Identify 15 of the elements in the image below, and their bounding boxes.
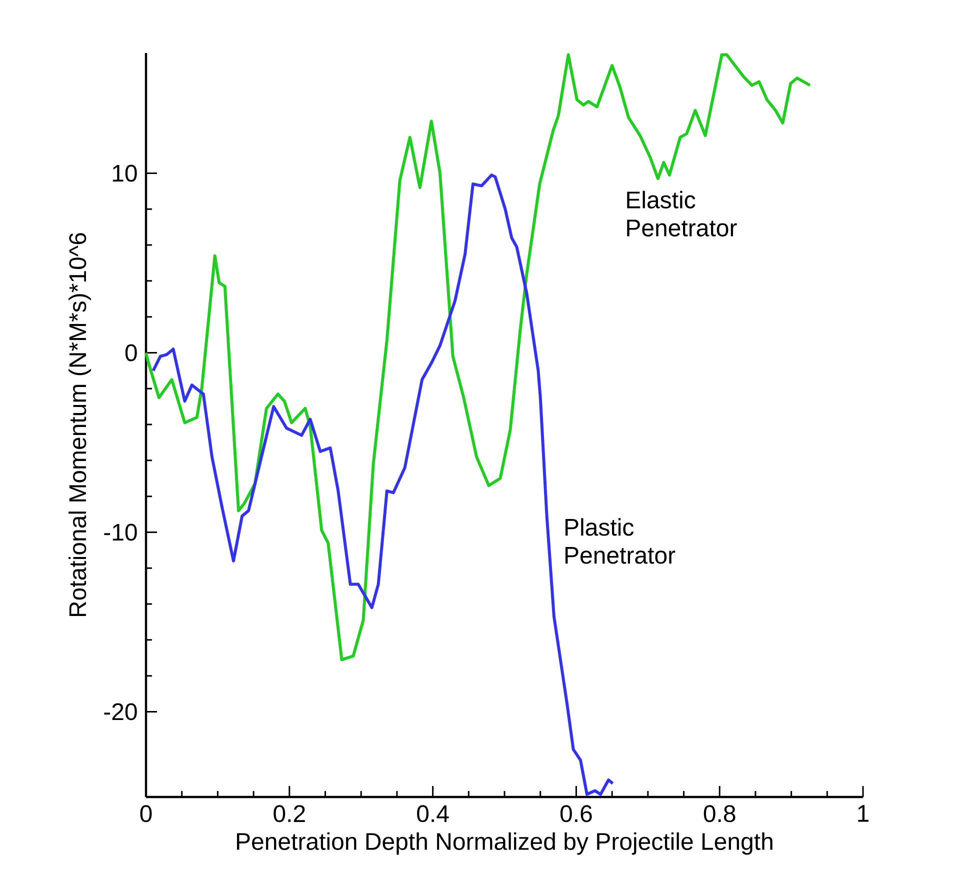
x-axis-title: Penetration Depth Normalized by Projectile Length — [236, 832, 772, 855]
line-series — [144, 53, 812, 662]
x-tick-label: 0.8 — [704, 805, 736, 822]
x-tick-label: 0.2 — [274, 805, 305, 822]
y-tick-label: 10 — [112, 164, 137, 182]
x-tick-label: 0.4 — [417, 805, 449, 822]
y-axis-title: Rotational Momentum (N*M*s)*10^6 — [68, 233, 91, 616]
x-tick-label: 1 — [858, 805, 869, 822]
x-tick-label: 0.6 — [560, 805, 592, 822]
y-tick-label: 0 — [125, 344, 137, 362]
x-tick-label: 0 — [140, 805, 152, 822]
y-tick-label: -20 — [104, 703, 137, 720]
y-tick-label: -10 — [104, 524, 137, 541]
series-label: Plastic Penetrator — [565, 518, 676, 564]
series-label: Elastic Penetrator — [627, 190, 737, 236]
